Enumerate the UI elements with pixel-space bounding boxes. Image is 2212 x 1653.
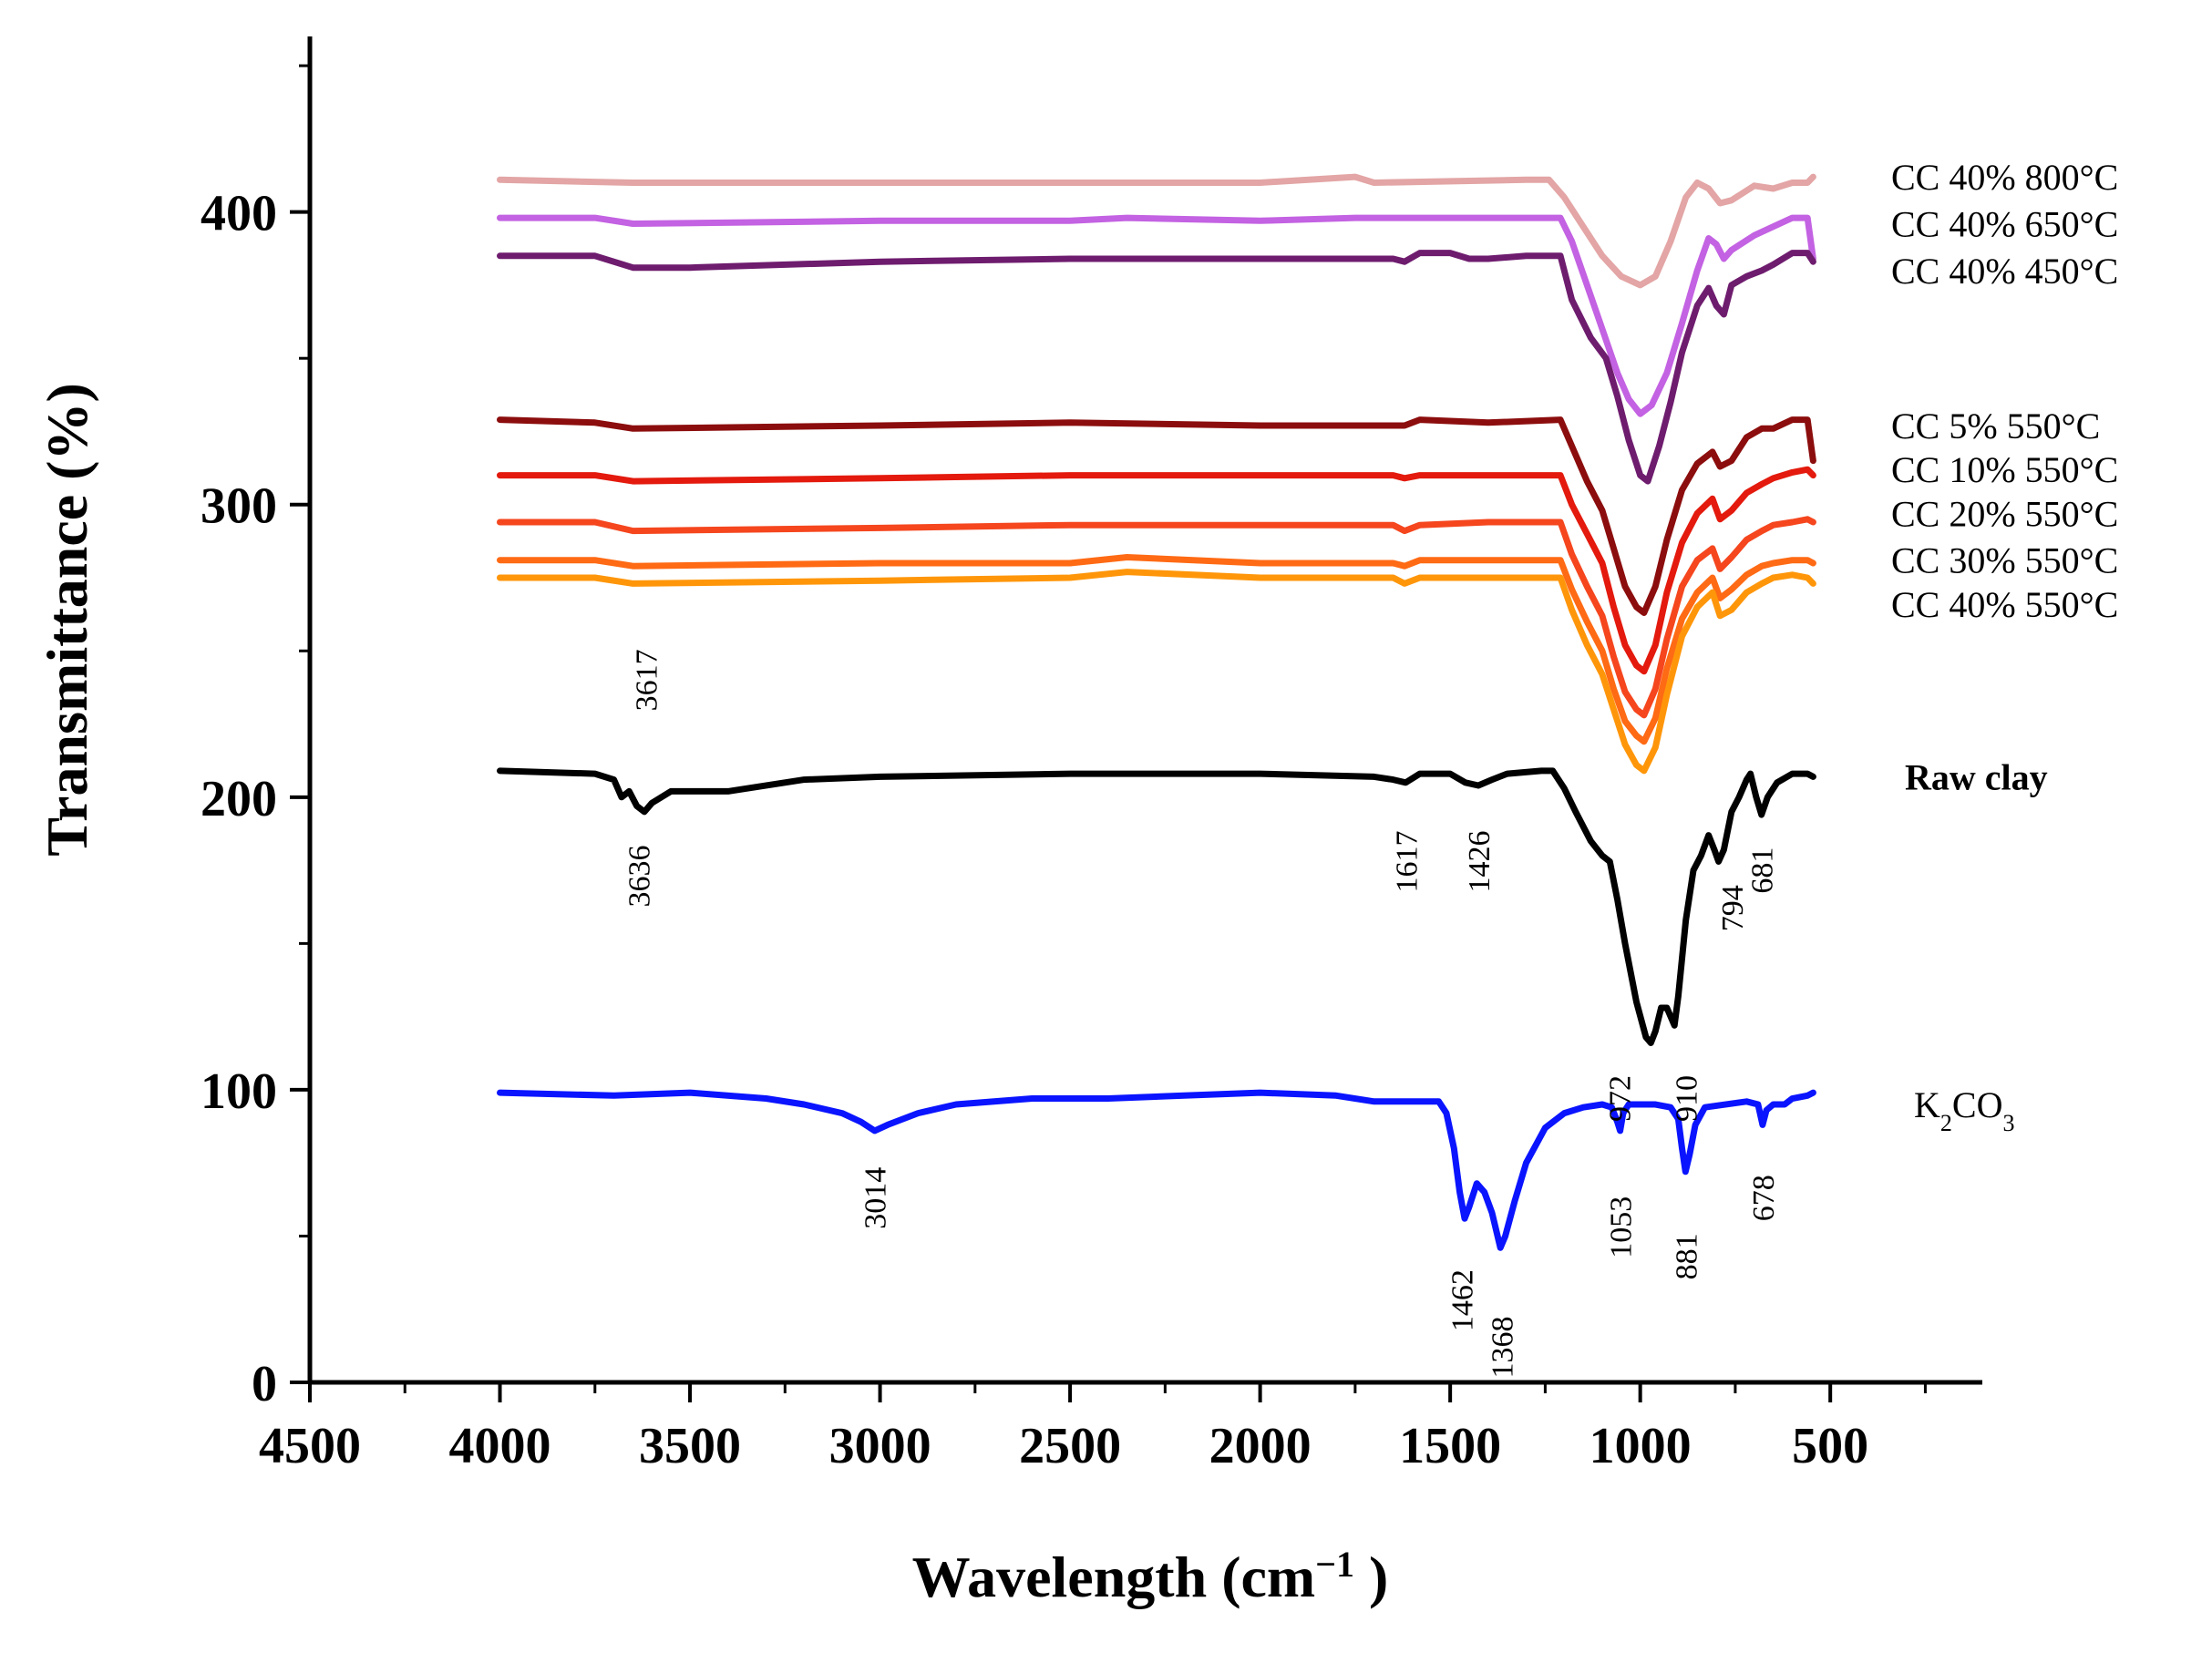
legend-label: CC 40% 800°C — [1891, 157, 2118, 198]
series-line-cc-10-550-c — [497, 466, 1816, 675]
y-tick-label: 100 — [201, 1063, 277, 1120]
legend-label: CC 5% 550°C — [1891, 406, 2100, 447]
peak-annotation: 972 — [1604, 1075, 1638, 1122]
legend-label: CC 30% 550°C — [1891, 540, 2118, 581]
series-line-cc-30-550-c — [497, 554, 1816, 745]
legend-label: CC 20% 550°C — [1891, 493, 2118, 534]
x-tick-label: 2000 — [1209, 1418, 1312, 1474]
x-tick-label: 3500 — [639, 1418, 741, 1474]
series-line-cc-40-550-c — [497, 569, 1816, 775]
y-tick-label: 400 — [201, 186, 277, 242]
peak-annotation: 910 — [1671, 1075, 1704, 1122]
peak-annotation: 3636 — [622, 846, 656, 908]
x-tick-label: 4000 — [449, 1418, 551, 1474]
legend-label: CC 40% 450°C — [1891, 251, 2118, 292]
x-tick-label: 1500 — [1399, 1418, 1501, 1474]
peak-annotation: 1368 — [1486, 1317, 1519, 1379]
y-tick-label: 300 — [201, 478, 277, 535]
peak-annotation: 3617 — [630, 649, 664, 711]
axes: 4500 4000 3500 3000 2500 2000 1500 1000 500 0 100 2… — [201, 36, 1982, 1474]
peak-annotation: 3014 — [859, 1167, 893, 1229]
x-tick-label: 500 — [1792, 1418, 1868, 1474]
legend-label: CC 40% 650°C — [1891, 203, 2118, 244]
peak-annotation: 794 — [1716, 885, 1750, 931]
peak-annotation: 881 — [1670, 1233, 1703, 1279]
y-tick-label: 200 — [201, 771, 277, 827]
y-tick-label: 0 — [252, 1356, 277, 1412]
peak-annotation: 678 — [1747, 1175, 1781, 1221]
peak-annotation: 1617 — [1390, 831, 1424, 893]
x-tick-label: 4500 — [259, 1418, 361, 1474]
peak-annotation: 681 — [1746, 847, 1780, 894]
peak-annotation: 1462 — [1446, 1269, 1480, 1331]
legend-label: Raw clay — [1905, 756, 2048, 797]
x-tick-label: 1000 — [1590, 1418, 1692, 1474]
series-line-cc-20-550-c — [497, 516, 1816, 719]
series-line-cc-5-550-c — [497, 416, 1816, 616]
legend-label-k2co3: K2CO3 — [1914, 1084, 2014, 1136]
series-line-cc-40-650-c — [497, 214, 1816, 417]
series-line-k2co3 — [497, 1089, 1816, 1251]
series-line-raw-clay — [497, 767, 1816, 1046]
x-axis-title: Wavelength (cm−1 ) — [912, 1544, 1389, 1610]
series-line-cc-40-800-c — [497, 173, 1816, 289]
y-axis-title: Transmittance (%) — [35, 383, 99, 857]
legend-label: CC 40% 550°C — [1891, 584, 2118, 625]
peak-annotation: 1426 — [1463, 831, 1497, 893]
series-layer — [497, 173, 1816, 1251]
legend: CC 40% 800°C CC 40% 650°C CC 40% 450°C CC 5… — [1891, 157, 2118, 1135]
peak-annotation: 1053 — [1605, 1196, 1639, 1258]
legend-label: CC 10% 550°C — [1891, 449, 2118, 490]
x-tick-label: 2500 — [1019, 1418, 1121, 1474]
series-line-cc-40-450-c — [497, 250, 1816, 485]
x-tick-label: 3000 — [829, 1418, 931, 1474]
